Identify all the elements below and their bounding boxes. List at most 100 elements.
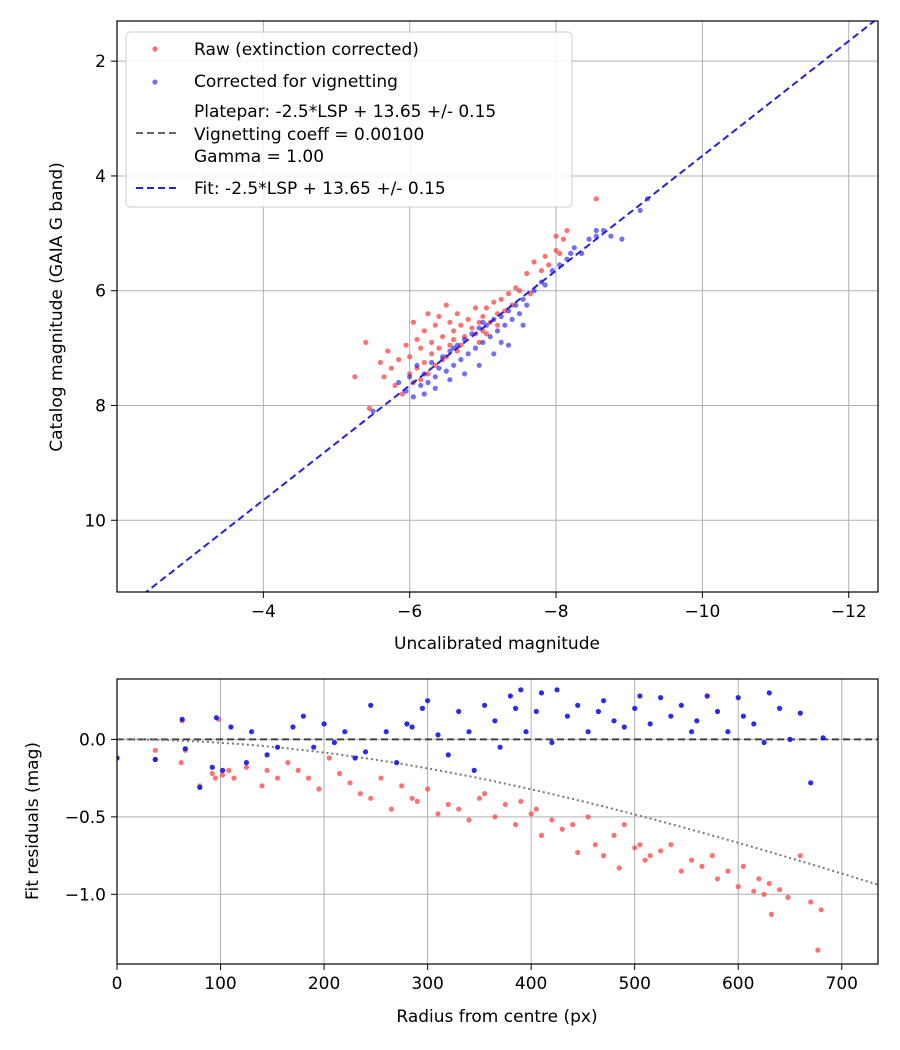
raw-point <box>465 316 471 322</box>
raw-residual-point <box>259 783 265 789</box>
corrected-residual-point <box>445 752 451 758</box>
corrected-residual-point <box>554 687 560 693</box>
raw-point <box>451 336 457 343</box>
corrected-residual-point <box>220 767 226 774</box>
corrected-residual-point <box>751 721 757 727</box>
bottom-x-tick-label: 700 <box>826 974 858 994</box>
corrected-point <box>487 334 493 340</box>
raw-point <box>381 374 387 380</box>
corrected-residual-point <box>209 764 215 770</box>
raw-point <box>396 357 402 363</box>
corrected-residual-point <box>264 752 270 758</box>
raw-residual-point <box>518 798 524 805</box>
raw-point <box>483 331 490 337</box>
legend-corrected-marker <box>152 79 158 85</box>
raw-residual-point <box>482 791 488 797</box>
corrected-point <box>568 250 574 256</box>
top-x-tick-label: −4 <box>251 602 276 622</box>
raw-point <box>418 377 424 383</box>
corrected-residual-point <box>632 705 638 712</box>
top-x-axis-label: Uncalibrated magnitude <box>394 634 600 654</box>
raw-point <box>593 196 599 202</box>
legend-platepar-label-3: Gamma = 1.00 <box>194 147 324 167</box>
corrected-residual-point <box>182 746 188 752</box>
raw-point <box>557 250 563 256</box>
raw-point <box>421 328 427 334</box>
raw-point <box>472 305 479 311</box>
raw-point <box>447 319 453 325</box>
corrected-residual-point <box>197 784 203 791</box>
corrected-residual-point <box>471 767 477 774</box>
legend-box <box>125 31 573 208</box>
raw-residual-point <box>797 853 803 859</box>
corrected-point <box>370 408 376 414</box>
corrected-residual-point <box>689 729 695 735</box>
raw-residual-point <box>264 767 270 774</box>
raw-residual-point <box>513 822 519 828</box>
top-x-ticks: −4 −6 −8 −10 −12 <box>251 592 867 622</box>
corrected-residual-point <box>621 724 627 730</box>
raw-point <box>494 322 501 328</box>
raw-residual-point <box>274 775 281 781</box>
raw-residual-point <box>761 891 767 897</box>
corrected-residual-point <box>777 705 783 712</box>
raw-point <box>418 345 424 351</box>
raw-residual-point <box>538 832 545 839</box>
corrected-residual-point <box>611 718 617 724</box>
corrected-residual-point <box>714 708 721 715</box>
corrected-residual-point <box>538 690 545 696</box>
top-x-tick-label: −12 <box>831 602 867 622</box>
corrected-point <box>608 233 614 239</box>
top-y-tick-label: 8 <box>95 396 106 416</box>
top-legend: Raw (extinction corrected) Corrected for… <box>125 31 573 208</box>
corrected-point <box>447 348 453 354</box>
corrected-residual-point <box>409 724 415 730</box>
raw-point <box>363 339 369 345</box>
raw-residual-point <box>220 772 226 778</box>
fit-line <box>144 21 876 592</box>
raw-point <box>388 365 394 371</box>
raw-point <box>502 308 508 314</box>
corrected-residual-point <box>761 739 767 746</box>
raw-residual-point <box>815 947 821 953</box>
corrected-residual-point <box>497 744 503 750</box>
raw-point <box>377 359 383 366</box>
corrected-residual-point <box>513 705 519 712</box>
raw-point <box>414 336 420 343</box>
corrected-residual-point <box>678 702 684 708</box>
raw-residual-point <box>337 770 343 777</box>
raw-point <box>505 291 512 297</box>
corrected-point <box>505 342 512 348</box>
raw-residual-point <box>559 826 565 832</box>
raw-point <box>447 342 453 348</box>
corrected-residual-point <box>492 718 498 724</box>
raw-point <box>421 359 427 366</box>
corrected-residual-point <box>523 729 529 735</box>
raw-residual-point <box>502 801 508 808</box>
raw-point <box>516 288 523 294</box>
corrected-point <box>407 374 413 380</box>
raw-point <box>546 262 552 268</box>
corrected-residual-point <box>243 760 249 766</box>
raw-point <box>476 339 482 345</box>
corrected-residual-point <box>658 695 664 701</box>
raw-residual-point <box>699 863 705 870</box>
raw-point <box>443 302 449 308</box>
raw-residual-point <box>231 775 237 781</box>
raw-residual-point <box>476 795 482 801</box>
raw-point <box>476 319 482 325</box>
bottom-y-tick-label: −1.0 <box>65 885 106 905</box>
raw-residual-point <box>616 865 622 871</box>
top-plot: −4 −6 −8 −10 −12 2 4 6 8 10 Uncalibrated magnitu… <box>47 20 879 654</box>
bottom-x-tick-label: 300 <box>411 974 443 994</box>
raw-point <box>425 371 431 377</box>
raw-point <box>407 354 413 360</box>
corrected-point <box>520 322 526 328</box>
raw-point <box>436 313 442 320</box>
corrected-residual-point <box>637 693 643 699</box>
corrected-point <box>410 394 416 400</box>
raw-residual-point <box>632 845 638 851</box>
raw-point <box>429 339 435 345</box>
raw-point <box>352 374 358 380</box>
